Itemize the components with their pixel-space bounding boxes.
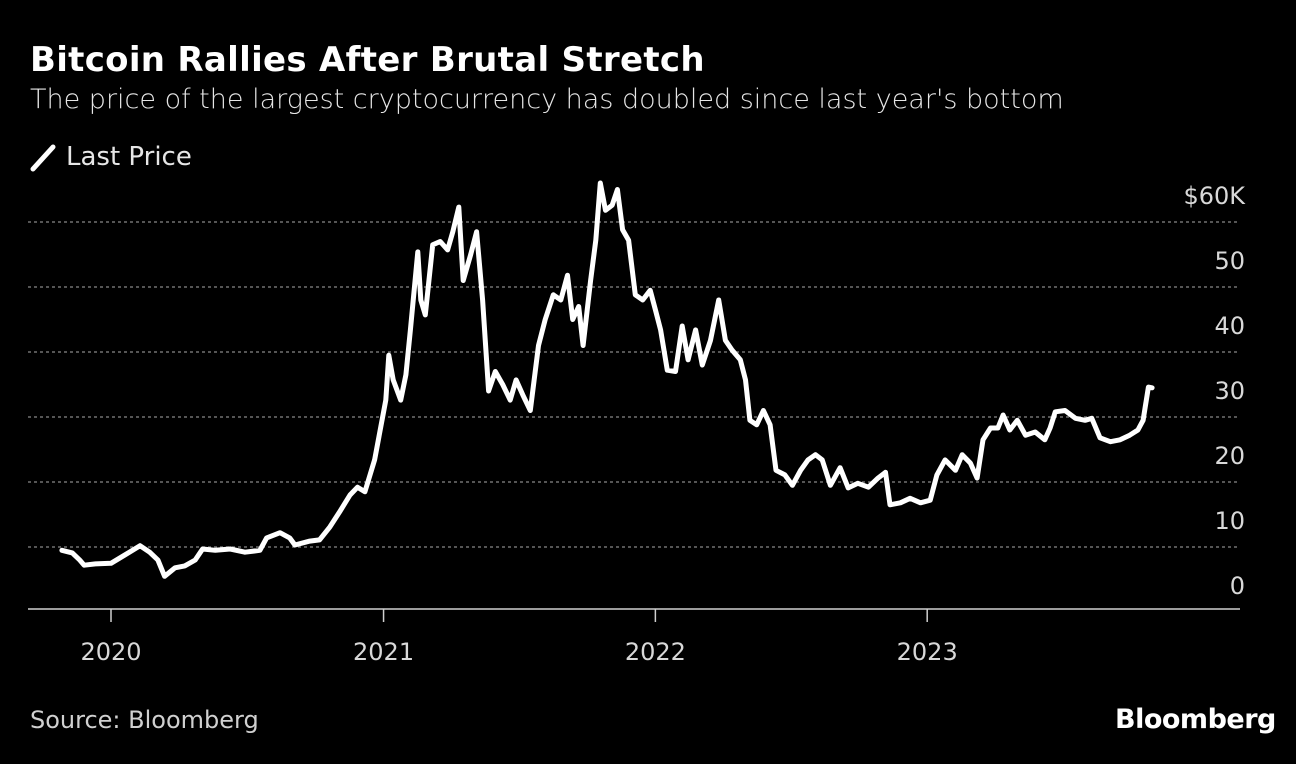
legend-label: Last Price <box>66 142 192 172</box>
y-tick-label: 40 <box>1214 312 1245 340</box>
line-swatch-icon <box>30 144 56 172</box>
chart-subtitle: The price of the largest cryptocurrency … <box>30 84 1064 115</box>
price-line <box>59 180 1155 579</box>
y-tick-label: 0 <box>1230 572 1245 600</box>
y-tick-label: 50 <box>1214 247 1245 275</box>
x-tick-label: 2021 <box>353 638 414 666</box>
source-note: Source: Bloomberg <box>30 706 259 734</box>
y-tick-label: 30 <box>1214 377 1245 405</box>
bloomberg-logo: Bloomberg <box>1115 704 1276 735</box>
y-tick-label: 20 <box>1214 442 1245 470</box>
y-tick-label: 10 <box>1214 507 1245 535</box>
y-tick-label: $60K <box>1183 182 1246 210</box>
legend: Last Price <box>30 142 192 172</box>
x-tick-label: 2020 <box>80 638 141 666</box>
x-tick-label: 2023 <box>897 638 958 666</box>
chart-title: Bitcoin Rallies After Brutal Stretch <box>30 40 705 80</box>
x-tick-label: 2022 <box>625 638 686 666</box>
